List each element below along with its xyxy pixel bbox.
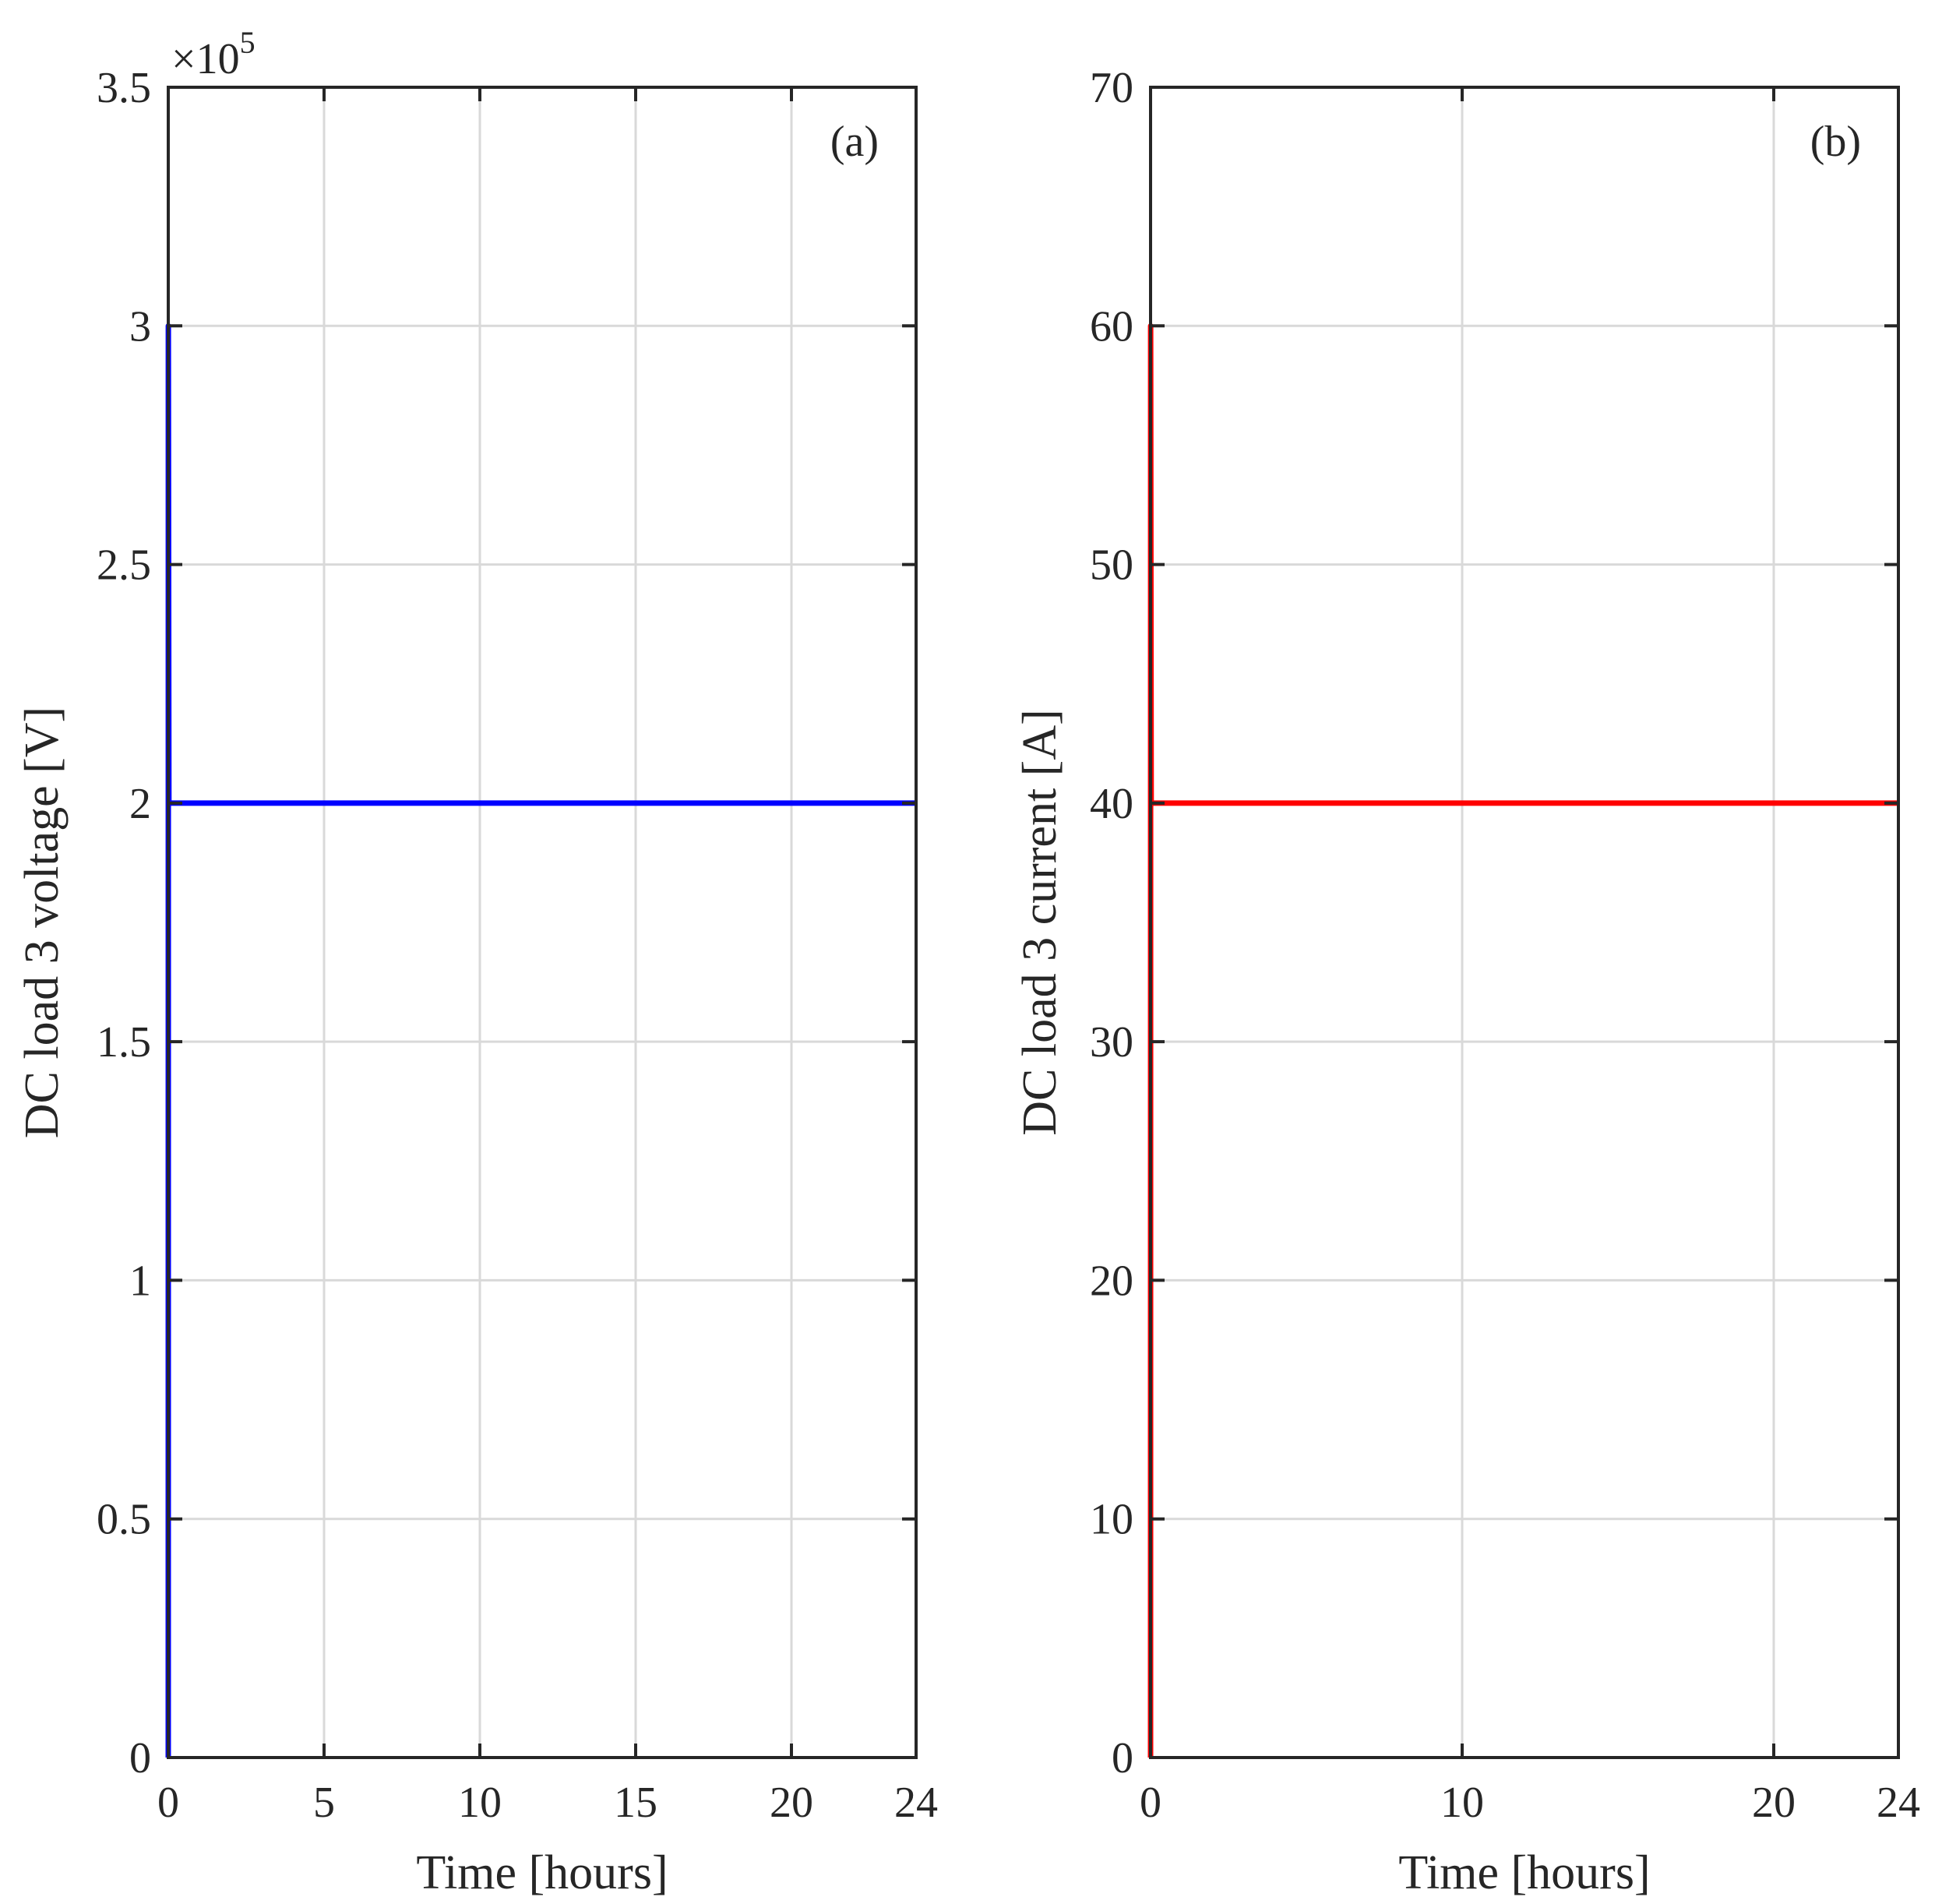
axes-box <box>1149 86 1900 1759</box>
x-axis-label: Time [hours] <box>416 1846 668 1899</box>
axes-box <box>167 86 918 1759</box>
y-tick-label: 60 <box>1090 302 1133 351</box>
y-tick-label: 30 <box>1090 1018 1133 1067</box>
y-tick-label: 50 <box>1090 541 1133 590</box>
y-exponent-label: ×105 <box>171 25 256 83</box>
y-tick-label: 0 <box>129 1734 151 1782</box>
x-tick-label: 5 <box>313 1779 335 1827</box>
x-tick-label: 24 <box>1877 1779 1920 1827</box>
y-tick-label: 70 <box>1090 64 1133 112</box>
grid <box>1151 87 1898 1758</box>
x-tick-label: 0 <box>1140 1779 1161 1827</box>
x-tick-label: 20 <box>770 1779 813 1827</box>
y-tick-label: 3.5 <box>97 64 151 112</box>
y-tick-label: 1 <box>129 1257 151 1305</box>
grid <box>168 87 916 1758</box>
y-exponent-power: 5 <box>240 25 256 60</box>
x-tick-label: 10 <box>1440 1779 1484 1827</box>
y-tick-label: 20 <box>1090 1257 1133 1305</box>
x-tick-label: 20 <box>1752 1779 1796 1827</box>
y-axis-label: DC load 3 voltage [V] <box>16 707 69 1138</box>
y-exponent-base: ×10 <box>171 35 240 83</box>
panel-label: (a) <box>830 118 879 166</box>
x-tick-label: 15 <box>614 1779 657 1827</box>
y-tick-label: 3 <box>129 302 151 351</box>
y-tick-label: 10 <box>1090 1496 1133 1544</box>
chart-panel-b: 0 10 20 24 0 10 20 30 40 50 60 70 Time [hours] DC loa… <box>1013 64 1920 1899</box>
x-tick-label: 0 <box>157 1779 179 1827</box>
x-tick-label: 24 <box>894 1779 938 1827</box>
x-axis-label: Time [hours] <box>1398 1846 1650 1899</box>
y-tick-label: 40 <box>1090 780 1133 828</box>
panel-label: (b) <box>1810 118 1861 166</box>
y-tick-label: 1.5 <box>97 1018 151 1067</box>
y-tick-label: 0.5 <box>97 1496 151 1544</box>
chart-panel-a: 0 5 10 15 20 24 0 0.5 1 1.5 2 2.5 3 3.5 Time [hours] DC… <box>16 25 938 1899</box>
x-tick-label: 10 <box>458 1779 502 1827</box>
y-tick-label: 2 <box>129 780 151 828</box>
y-axis-label: DC load 3 current [A] <box>1013 709 1066 1136</box>
y-tick-label: 0 <box>1112 1734 1133 1782</box>
y-tick-label: 2.5 <box>97 541 151 590</box>
